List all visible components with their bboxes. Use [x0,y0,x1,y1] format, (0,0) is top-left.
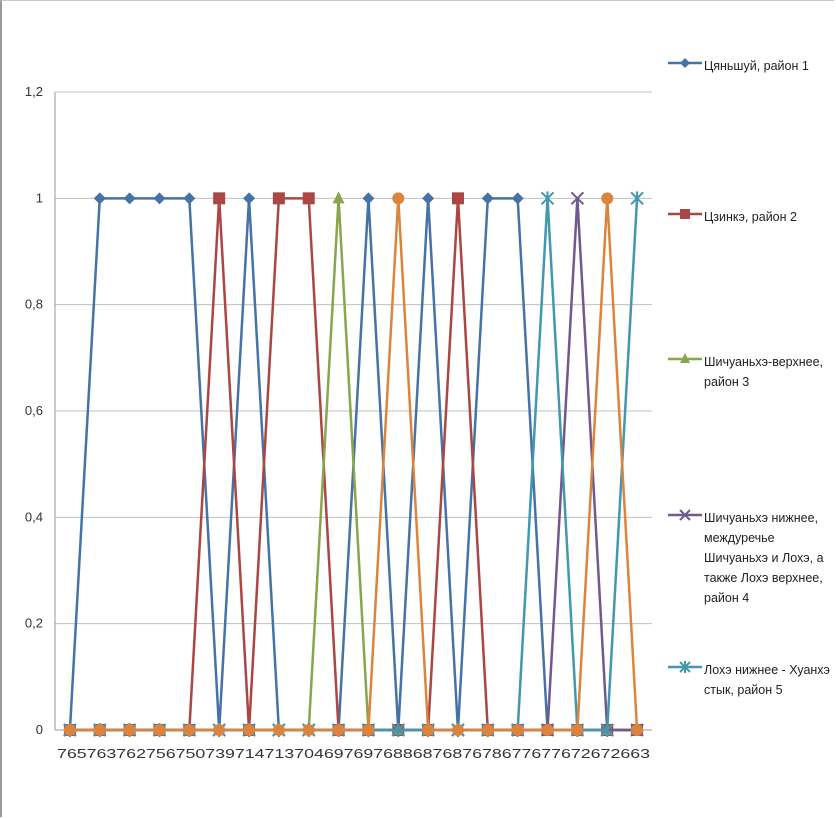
series-1-point [123,192,136,205]
series-6-point [571,724,584,736]
legend-swatch-series-2 [668,209,702,219]
legend-label-series-2: Цзинкэ, район 2 [704,210,797,224]
series-6 [63,192,644,736]
series-6-point [631,724,644,736]
series-6-point [362,724,375,736]
series-6-point [123,724,136,736]
series-6-point [243,724,256,736]
legend-swatch-series-1 [668,58,702,68]
series-6-point [601,192,614,205]
series-6-point [422,724,435,736]
legend-marker [679,509,691,521]
series-6-point [93,724,106,736]
legend-marker [680,209,690,219]
series-5-point [391,723,405,737]
series-1-point [183,192,196,205]
series-1-point [422,192,435,205]
series-3-point [332,191,345,204]
series-2-point [213,192,226,205]
series-6-point [481,724,494,736]
series-6-point [213,724,226,736]
legend-swatch-series-4 [668,509,702,521]
series-6-point [272,724,285,736]
series-6-point [302,724,315,736]
series-6-point [392,192,405,205]
series-1-point [243,192,256,205]
series-3 [63,191,644,735]
y-tick-label: 0 [36,722,43,737]
series-6-point [153,724,166,736]
y-tick-label: 0,8 [25,297,43,312]
legend-marker [680,58,690,68]
y-tick-label: 0,4 [25,509,43,524]
series-6-point [63,724,76,736]
legend-label-series-4: Шичуаньхэ нижнее, междуречье Шичуаньхэ и… [704,511,824,605]
legend-label-series-1: Цяньшуй, район 1 [704,59,809,73]
legend-label-series-5: Лохэ нижнее - Хуанхэ стык, район 5 [704,663,830,697]
series-4-point [570,191,585,206]
series-1-point [481,192,494,205]
y-tick-label: 0,2 [25,616,43,631]
series-1-point [93,192,106,205]
y-tick-label: 1,2 [25,84,43,99]
legend-label-series-3: Шичуаньхэ-верхнее, район 3 [704,355,824,389]
series-2-point [272,192,285,205]
series-6-point [541,724,554,736]
series-6-point [511,724,524,736]
series-2-point [451,192,464,205]
series-1-point [362,192,375,205]
legend-marker [680,353,690,363]
series-2-point [302,192,315,205]
series-5-point [630,191,644,206]
series-6-point [183,724,196,736]
x-tick-labels: 7657637627567507397147137046976976886876… [57,746,650,761]
legend-swatch-series-5 [668,661,702,673]
series-1-point [511,192,524,205]
series-5-point [540,191,555,206]
legend-marker [679,661,691,673]
y-tick-label: 1 [36,190,43,205]
series-6-point [332,724,345,736]
y-tick-label: 0,6 [25,403,43,418]
legend-swatch-series-3 [668,353,702,363]
series-6-point [451,724,464,736]
series-5-point [600,723,614,737]
series-1-point [153,192,166,205]
